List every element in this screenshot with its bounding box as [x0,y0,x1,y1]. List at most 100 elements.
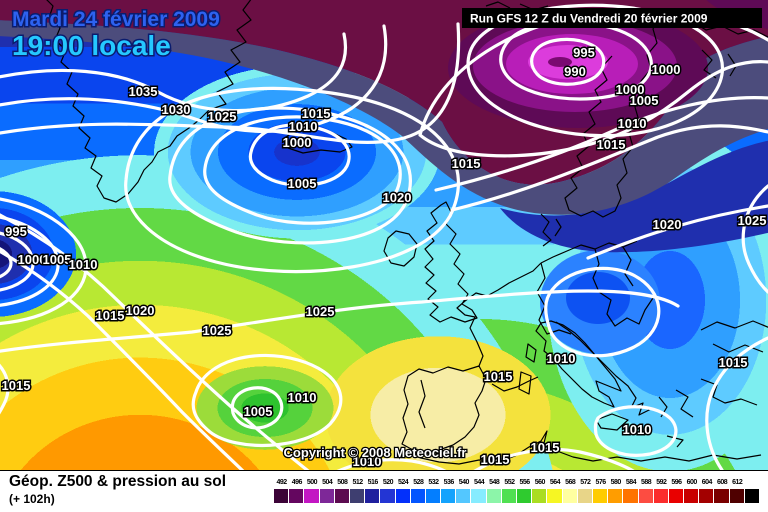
pressure-label: 1015 [96,308,125,323]
coast-ireland [383,230,418,267]
scale-cell: 500 [304,479,320,503]
isobar-1025-nw [0,22,461,144]
pressure-label: 1005 [288,176,317,191]
scale-cell: 504 [319,479,335,503]
isobars [0,3,768,470]
isobar-1010-uk [168,106,412,245]
coast-islands-med [518,343,629,431]
polar-band-slate [0,20,768,215]
scale-cell [744,479,760,503]
coast-great-britain [424,201,478,323]
pressure-label: 1000 [652,62,681,77]
scale-cell: 540 [456,479,472,503]
coast-balkans-greece [555,321,758,448]
pressure-label: 1015 [452,156,481,171]
isobar-1035 [0,32,348,113]
run-info-text: Run GFS 12 Z du Vendredi 20 février 2009 [470,12,708,26]
pressure-label: 1015 [302,106,331,121]
pressure-label: 1010 [288,390,317,405]
pressure-label: 1010 [69,257,98,272]
baltic-navy-band [500,140,768,253]
pressure-label: 1015 [481,452,510,467]
coast-black-sea [700,320,768,353]
isobar-1015-uk [124,86,460,274]
coast-iberia [401,365,487,455]
scale-cell: 492 [274,479,290,503]
scale-cell: 580 [608,479,624,503]
isobar-1030 [0,24,388,133]
pressure-label: 1025 [203,323,232,338]
pressure-label: 1015 [597,137,626,152]
pressure-label: 1010 [618,116,647,131]
west-edge-low-core [0,170,104,338]
pressure-label: 1005 [43,252,72,267]
scale-cell: 576 [592,479,609,503]
isobar-1025-east [741,184,768,294]
isobar-1005-left-low [0,215,60,307]
isobar-1015-med-east [705,336,768,470]
coast-italy [535,320,622,408]
pressure-label: 990 [564,64,586,79]
coast-denmark [540,213,562,247]
pressure-label: 1035 [129,84,158,99]
coast-france-med [491,376,539,392]
pressure-label: 1020 [653,217,682,232]
scale-cell: 508 [334,479,350,503]
scale-cell: 548 [486,479,502,503]
isobar-1015-west [0,249,245,470]
scale-cell: 516 [365,479,381,503]
scale-cell: 560 [532,479,548,503]
isobar-1025-ridge [0,289,680,353]
scale-cell: 604 [699,479,715,503]
scale-cell: 536 [441,479,457,503]
isobar-1020-west [0,213,310,470]
pressure-label: 1015 [484,369,513,384]
scale-cell: 528 [410,479,426,503]
map-date: Mardi 24 février 2009 [12,8,220,31]
pressure-label: 1005 [244,404,273,419]
pressure-label: 1025 [208,109,237,124]
pressure-label: 1000 [616,82,645,97]
scale-cell: 512 [349,479,366,503]
scale-cell: 572 [577,479,593,503]
scale-cell: 564 [547,479,563,503]
isobar-1010-scand [434,96,768,192]
run-info-box: Run GFS 12 Z du Vendredi 20 février 2009 [462,8,762,28]
pressure-label: 1025 [306,304,335,319]
scale-cell: 592 [653,479,669,503]
isobar-1020-east [586,204,768,260]
isobar-1005-cutoff [230,386,284,430]
isobar-1010-med [544,266,661,358]
isobar-1010-cutoff [191,353,343,447]
scale-cell: 532 [425,479,442,503]
map-time: 19:00 locale [12,30,171,61]
isobar-995-left-low [0,247,13,279]
scale-cell: 556 [517,479,533,503]
scale-cell: 520 [380,479,396,503]
scale-cell: 588 [638,479,654,503]
scale-cell: 584 [623,479,639,503]
pressure-label: 1025 [738,213,767,228]
pressure-label: 995 [5,224,27,239]
isobar-1000-scand [466,3,725,138]
isobar-1005-uk [203,115,402,225]
pressure-label: 1015 [2,378,31,393]
scale-cell: 608 [714,479,730,503]
isobar-1000-left-low [0,231,35,292]
isobar-1015-med-south [473,447,635,470]
scale-cell: 596 [668,479,685,503]
pressure-label: 1015 [531,440,560,455]
pressure-label: 1010 [623,422,652,437]
scale-cell: 496 [289,479,305,503]
coast-iceland [282,127,353,154]
borders-europe [536,246,654,335]
pressure-label: 995 [573,45,595,60]
pressure-label: 1005 [630,93,659,108]
pressure-label: 1015 [719,355,748,370]
isobar-1010-left-low [0,197,88,325]
scale-cell: 544 [471,479,487,503]
chart-title: Géop. Z500 & pression au sol [9,473,227,490]
